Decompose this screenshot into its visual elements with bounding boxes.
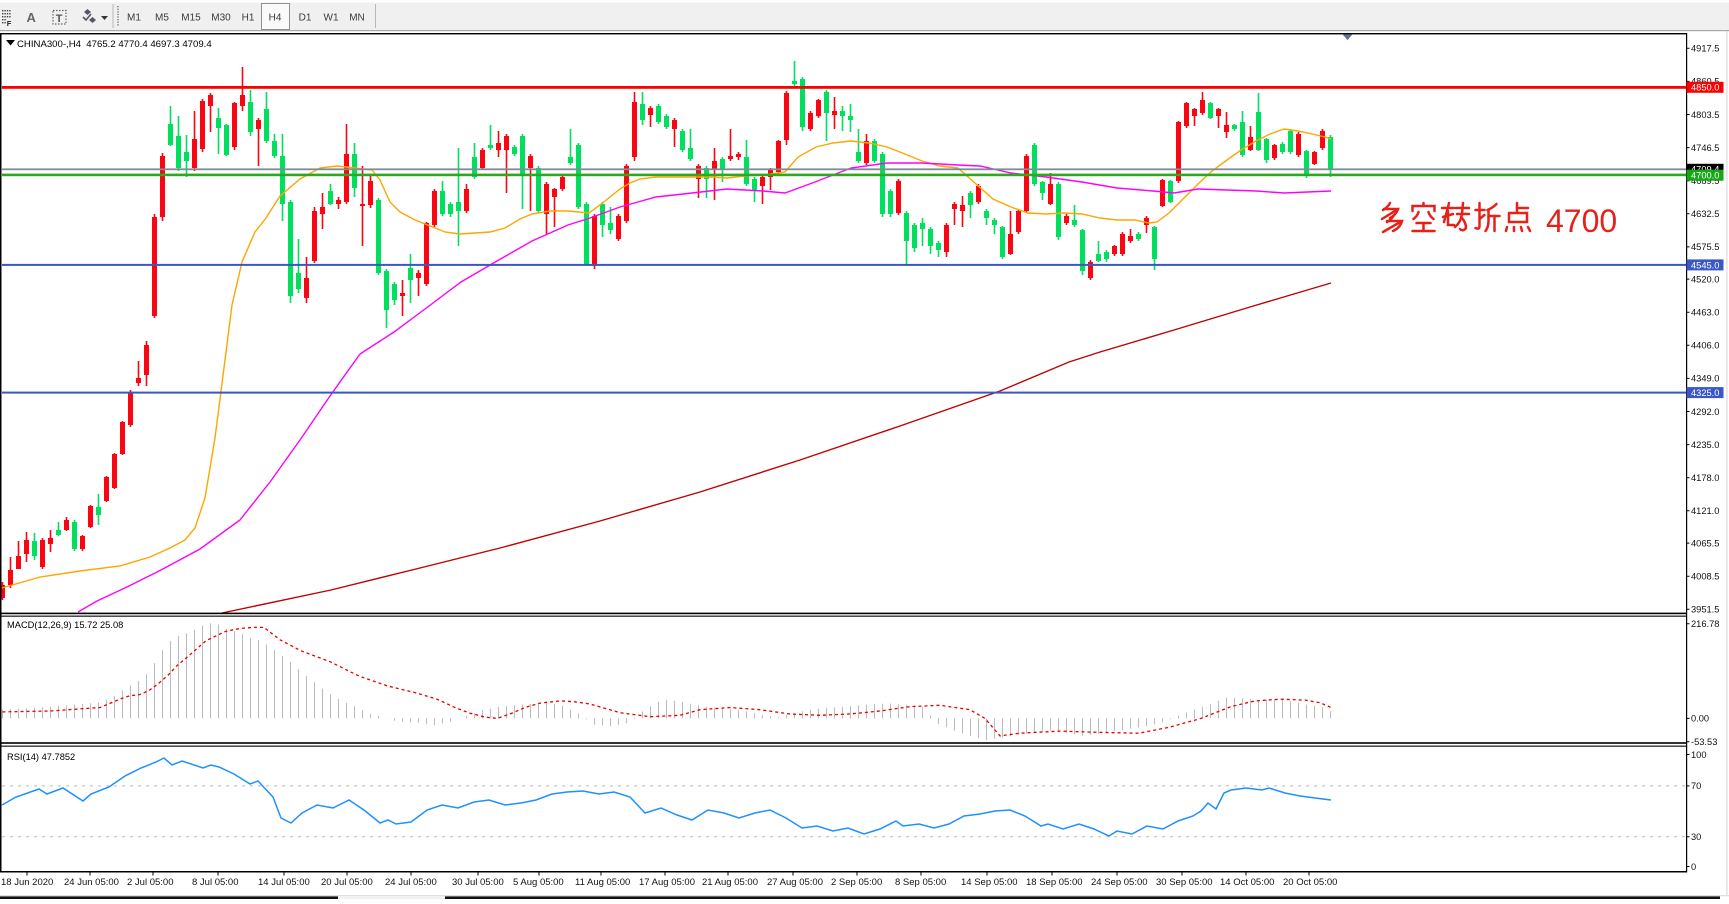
svg-text:4746.5: 4746.5	[1691, 143, 1719, 153]
svg-text:20 Oct 05:00: 20 Oct 05:00	[1283, 877, 1337, 888]
svg-text:0.00: 0.00	[1691, 714, 1709, 724]
svg-text:21 Aug 05:00: 21 Aug 05:00	[702, 877, 758, 888]
svg-text:30: 30	[1691, 832, 1701, 842]
svg-text:4235.0: 4235.0	[1691, 440, 1719, 450]
svg-text:M5: M5	[155, 13, 169, 24]
svg-text:11 Aug 05:00: 11 Aug 05:00	[575, 877, 630, 888]
svg-text:4325.0: 4325.0	[1691, 388, 1719, 398]
svg-text:D1: D1	[299, 13, 312, 24]
svg-text:14 Sep 05:00: 14 Sep 05:00	[961, 877, 1018, 888]
svg-text:4065.5: 4065.5	[1691, 538, 1719, 548]
svg-text:-53.53: -53.53	[1691, 737, 1717, 747]
svg-text:17 Aug 05:00: 17 Aug 05:00	[639, 877, 695, 888]
svg-text:4463.0: 4463.0	[1691, 308, 1719, 318]
svg-text:CHINA300-,H4 4765.2 4770.4 46: CHINA300-,H4 4765.2 4770.4 4697.3 4709.4	[17, 39, 212, 50]
svg-text:4520.0: 4520.0	[1691, 274, 1719, 284]
svg-text:3951.5: 3951.5	[1691, 605, 1719, 615]
svg-text:18 Jun 2020: 18 Jun 2020	[1, 877, 53, 888]
svg-text:M15: M15	[181, 13, 201, 24]
svg-text:24 Jun 05:00: 24 Jun 05:00	[64, 877, 119, 888]
svg-text:RSI(14) 47.7852: RSI(14) 47.7852	[7, 752, 75, 762]
svg-text:T: T	[56, 13, 63, 25]
svg-text:4545.0: 4545.0	[1691, 260, 1719, 270]
svg-text:2 Sep 05:00: 2 Sep 05:00	[831, 877, 882, 888]
svg-text:4700.0: 4700.0	[1691, 171, 1719, 181]
svg-text:M30: M30	[211, 13, 231, 24]
svg-text:14 Jul 05:00: 14 Jul 05:00	[258, 877, 310, 888]
svg-text:4860.5: 4860.5	[1691, 77, 1719, 87]
svg-text:20 Jul 05:00: 20 Jul 05:00	[321, 877, 373, 888]
svg-text:2 Jul 05:00: 2 Jul 05:00	[127, 877, 173, 888]
svg-text:4121.0: 4121.0	[1691, 506, 1719, 516]
svg-text:100: 100	[1691, 750, 1707, 760]
svg-text:4700: 4700	[1546, 203, 1617, 239]
svg-text:MN: MN	[349, 13, 365, 24]
svg-text:4349.0: 4349.0	[1691, 374, 1719, 384]
svg-text:70: 70	[1691, 781, 1701, 791]
svg-text:4292.0: 4292.0	[1691, 407, 1719, 417]
svg-text:30 Sep 05:00: 30 Sep 05:00	[1156, 877, 1213, 888]
svg-text:4575.5: 4575.5	[1691, 242, 1719, 252]
svg-text:4850.0: 4850.0	[1691, 83, 1719, 93]
svg-text:4689.5: 4689.5	[1691, 176, 1719, 186]
svg-text:H1: H1	[242, 13, 255, 24]
svg-text:H4: H4	[269, 13, 282, 24]
svg-text:F: F	[7, 19, 12, 28]
svg-text:4406.0: 4406.0	[1691, 341, 1719, 351]
svg-text:0: 0	[1691, 862, 1696, 872]
svg-text:18 Sep 05:00: 18 Sep 05:00	[1026, 877, 1083, 888]
svg-text:216.78: 216.78	[1691, 619, 1719, 629]
svg-text:8 Sep 05:00: 8 Sep 05:00	[895, 877, 946, 888]
svg-text:5 Aug 05:00: 5 Aug 05:00	[513, 877, 564, 888]
svg-text:27 Aug 05:00: 27 Aug 05:00	[767, 877, 823, 888]
svg-text:4917.5: 4917.5	[1691, 44, 1719, 54]
svg-text:30 Jul 05:00: 30 Jul 05:00	[452, 877, 504, 888]
svg-text:A: A	[27, 10, 37, 25]
svg-text:4632.5: 4632.5	[1691, 209, 1719, 219]
svg-text:4008.5: 4008.5	[1691, 572, 1719, 582]
svg-text:M1: M1	[127, 13, 141, 24]
svg-text:8 Jul 05:00: 8 Jul 05:00	[192, 877, 238, 888]
svg-text:W1: W1	[324, 13, 339, 24]
svg-text:4803.5: 4803.5	[1691, 110, 1719, 120]
svg-text:24 Jul 05:00: 24 Jul 05:00	[385, 877, 437, 888]
svg-text:24 Sep 05:00: 24 Sep 05:00	[1091, 877, 1148, 888]
svg-text:14 Oct 05:00: 14 Oct 05:00	[1220, 877, 1274, 888]
svg-text:MACD(12,26,9) 15.72 25.08: MACD(12,26,9) 15.72 25.08	[7, 620, 123, 630]
svg-text:4178.0: 4178.0	[1691, 473, 1719, 483]
